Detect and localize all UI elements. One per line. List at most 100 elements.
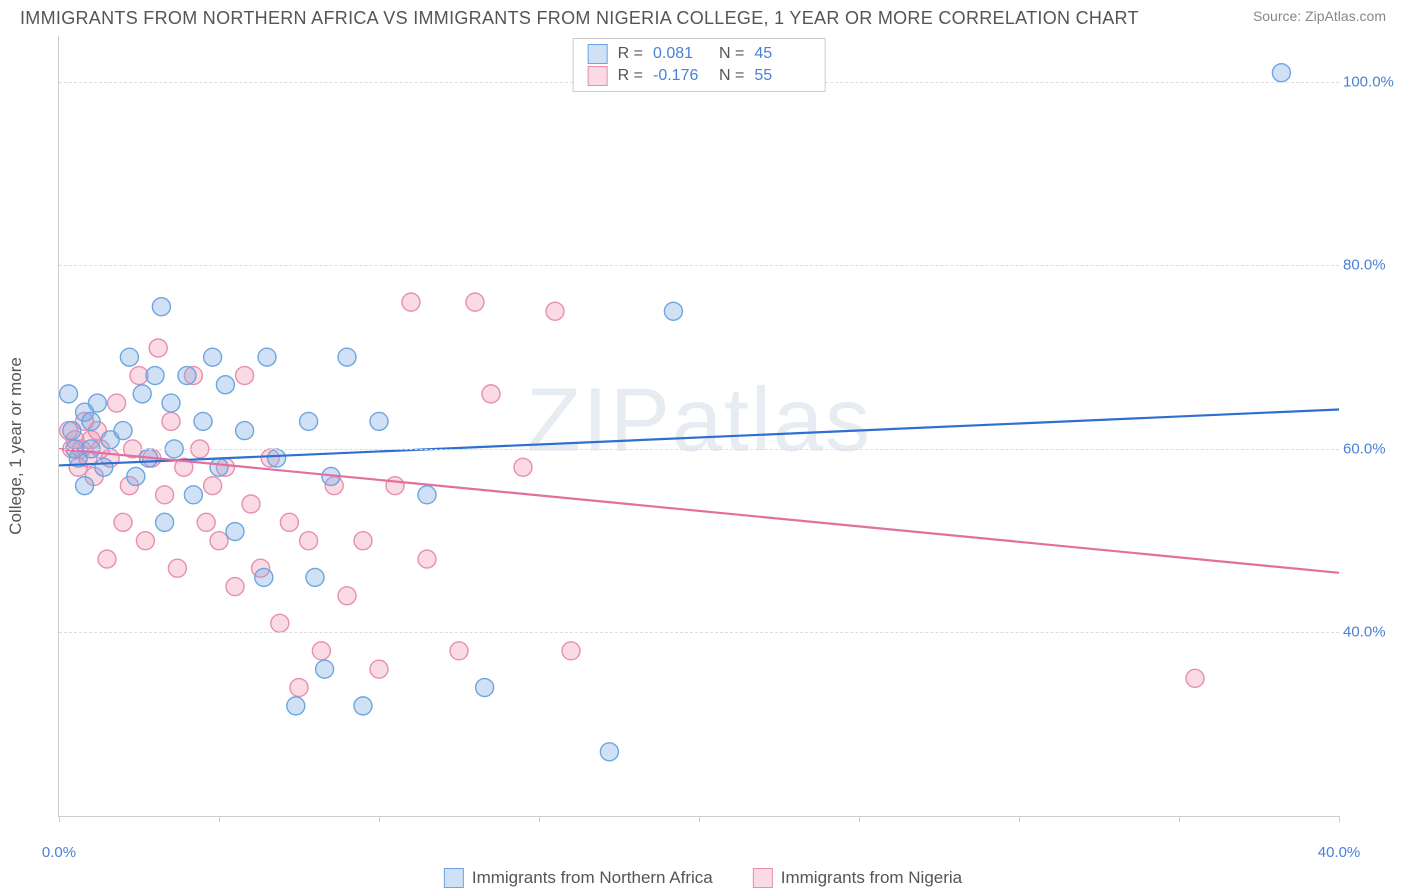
scatter-point-nafrica xyxy=(255,568,273,586)
scatter-point-nafrica xyxy=(476,679,494,697)
scatter-point-nafrica xyxy=(236,422,254,440)
x-tick xyxy=(539,816,540,822)
scatter-point-nigeria xyxy=(168,559,186,577)
x-tick xyxy=(699,816,700,822)
scatter-point-nigeria xyxy=(271,614,289,632)
swatch-nigeria xyxy=(588,66,608,86)
y-tick-label: 80.0% xyxy=(1343,257,1397,274)
title-bar: IMMIGRANTS FROM NORTHERN AFRICA VS IMMIG… xyxy=(0,0,1406,29)
scatter-point-nafrica xyxy=(300,412,318,430)
scatter-point-nigeria xyxy=(98,550,116,568)
scatter-point-nafrica xyxy=(82,412,100,430)
scatter-point-nigeria xyxy=(114,513,132,531)
legend-item-nigeria: Immigrants from Nigeria xyxy=(753,868,962,888)
plot-svg xyxy=(59,36,1339,816)
scatter-point-nafrica xyxy=(120,348,138,366)
chart-title: IMMIGRANTS FROM NORTHERN AFRICA VS IMMIG… xyxy=(20,8,1139,29)
scatter-point-nafrica xyxy=(306,568,324,586)
y-tick-label: 40.0% xyxy=(1343,624,1397,641)
scatter-point-nigeria xyxy=(370,660,388,678)
scatter-point-nigeria xyxy=(136,532,154,550)
scatter-point-nafrica xyxy=(287,697,305,715)
scatter-point-nigeria xyxy=(562,642,580,660)
scatter-point-nigeria xyxy=(280,513,298,531)
x-tick xyxy=(59,816,60,822)
swatch-nafrica-2 xyxy=(444,868,464,888)
scatter-point-nafrica xyxy=(354,697,372,715)
x-tick xyxy=(1339,816,1340,822)
x-tick xyxy=(219,816,220,822)
scatter-point-nafrica xyxy=(204,348,222,366)
source-label: Source: ZipAtlas.com xyxy=(1253,8,1386,24)
source-value: ZipAtlas.com xyxy=(1305,8,1386,24)
scatter-point-nigeria xyxy=(156,486,174,504)
scatter-point-nigeria xyxy=(386,477,404,495)
scatter-point-nafrica xyxy=(210,458,228,476)
scatter-point-nigeria xyxy=(466,293,484,311)
scatter-point-nigeria xyxy=(226,578,244,596)
scatter-point-nigeria xyxy=(204,477,222,495)
scatter-point-nigeria xyxy=(338,587,356,605)
x-tick xyxy=(1019,816,1020,822)
scatter-point-nigeria xyxy=(482,385,500,403)
scatter-point-nafrica xyxy=(316,660,334,678)
scatter-point-nafrica xyxy=(127,467,145,485)
scatter-point-nafrica xyxy=(152,298,170,316)
legend-label-nigeria: Immigrants from Nigeria xyxy=(781,868,962,888)
scatter-point-nafrica xyxy=(664,302,682,320)
scatter-point-nafrica xyxy=(418,486,436,504)
scatter-point-nafrica xyxy=(338,348,356,366)
scatter-point-nafrica xyxy=(268,449,286,467)
gridline xyxy=(59,632,1339,633)
scatter-point-nafrica xyxy=(178,367,196,385)
scatter-point-nafrica xyxy=(226,523,244,541)
scatter-point-nafrica xyxy=(1272,64,1290,82)
scatter-point-nafrica xyxy=(60,385,78,403)
scatter-point-nigeria xyxy=(108,394,126,412)
scatter-point-nafrica xyxy=(156,513,174,531)
scatter-point-nafrica xyxy=(600,743,618,761)
y-tick-label: 60.0% xyxy=(1343,440,1397,457)
scatter-point-nigeria xyxy=(290,679,308,697)
scatter-point-nafrica xyxy=(76,477,94,495)
legend-label-nafrica: Immigrants from Northern Africa xyxy=(472,868,713,888)
scatter-point-nigeria xyxy=(312,642,330,660)
scatter-point-nigeria xyxy=(300,532,318,550)
scatter-point-nigeria xyxy=(514,458,532,476)
gridline xyxy=(59,265,1339,266)
scatter-point-nigeria xyxy=(210,532,228,550)
scatter-point-nafrica xyxy=(114,422,132,440)
scatter-point-nigeria xyxy=(354,532,372,550)
n-value-nigeria: 55 xyxy=(754,67,810,85)
scatter-point-nafrica xyxy=(162,394,180,412)
legend-series: Immigrants from Northern Africa Immigran… xyxy=(444,868,962,888)
scatter-point-nafrica xyxy=(88,394,106,412)
n-value-nafrica: 45 xyxy=(754,45,810,63)
x-tick xyxy=(1179,816,1180,822)
x-tick xyxy=(379,816,380,822)
scatter-point-nafrica xyxy=(95,458,113,476)
scatter-point-nigeria xyxy=(450,642,468,660)
scatter-point-nafrica xyxy=(146,367,164,385)
legend-row-nigeria: R = -0.176 N = 55 xyxy=(588,65,811,87)
y-axis-label: College, 1 year or more xyxy=(6,357,26,535)
legend-row-nafrica: R = 0.081 N = 45 xyxy=(588,43,811,65)
scatter-point-nigeria xyxy=(236,367,254,385)
scatter-point-nigeria xyxy=(149,339,167,357)
gridline xyxy=(59,449,1339,450)
scatter-point-nigeria xyxy=(197,513,215,531)
plot-area: ZIPatlas R = 0.081 N = 45 R = -0.176 N =… xyxy=(58,36,1339,817)
legend-item-nafrica: Immigrants from Northern Africa xyxy=(444,868,713,888)
swatch-nafrica xyxy=(588,44,608,64)
scatter-point-nafrica xyxy=(258,348,276,366)
x-tick xyxy=(859,816,860,822)
scatter-point-nafrica xyxy=(184,486,202,504)
scatter-point-nafrica xyxy=(63,422,81,440)
scatter-point-nafrica xyxy=(194,412,212,430)
scatter-point-nigeria xyxy=(418,550,436,568)
scatter-point-nafrica xyxy=(370,412,388,430)
scatter-point-nafrica xyxy=(133,385,151,403)
r-value-nafrica: 0.081 xyxy=(653,45,709,63)
swatch-nigeria-2 xyxy=(753,868,773,888)
scatter-point-nigeria xyxy=(546,302,564,320)
